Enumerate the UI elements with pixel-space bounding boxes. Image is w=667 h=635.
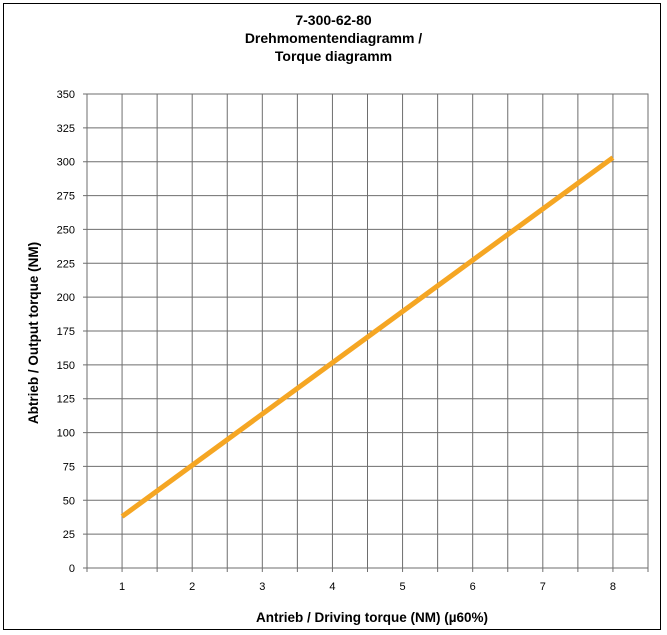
y-tick-label: 200: [57, 292, 75, 304]
y-tick-label: 100: [57, 428, 75, 440]
chart-title-line-3: Torque diagramm: [274, 48, 393, 64]
series-layer: [120, 155, 615, 519]
y-tick-label: 250: [57, 224, 75, 236]
y-tick-label: 150: [57, 360, 75, 372]
x-axis-label: Antrieb / Driving torque (NM) (µ60%): [256, 610, 488, 625]
x-tick-label: 3: [259, 581, 265, 593]
plot-border: [86, 93, 649, 569]
x-tick-label: 8: [610, 581, 616, 593]
chart-title-line-1: 7-300-62-80: [295, 12, 372, 28]
y-tick-label: 125: [57, 394, 75, 406]
y-tick-label: 75: [63, 461, 75, 473]
y-tick-label: 350: [57, 89, 75, 101]
x-tick-label: 1: [119, 581, 125, 593]
y-tick-label: 50: [63, 495, 75, 507]
series-line: [120, 155, 615, 519]
x-tick-label: 2: [189, 581, 195, 593]
x-tick-label: 7: [540, 581, 546, 593]
y-axis-label: Abtrieb / Output torque (NM): [26, 242, 41, 424]
y-tick-label: 300: [57, 157, 75, 169]
y-tick-label: 175: [57, 326, 75, 338]
y-tick-label: 25: [63, 529, 75, 541]
x-tick-label: 6: [470, 581, 476, 593]
x-tick-labels: 1 2 3 4 5 6 7 8: [119, 581, 616, 593]
y-tick-label: 0: [69, 563, 75, 575]
grid: [83, 93, 649, 572]
chart-title-line-2: Drehmomentendiagramm /: [244, 30, 423, 46]
y-tick-label: 325: [57, 123, 75, 135]
x-tick-label: 5: [400, 581, 406, 593]
x-tick-label: 4: [329, 581, 335, 593]
y-tick-labels: 0 25 50 75 100 125 150 175 200 225 250 275 300 325 350: [57, 89, 75, 575]
y-tick-label: 275: [57, 191, 75, 203]
y-tick-label: 225: [57, 258, 75, 270]
